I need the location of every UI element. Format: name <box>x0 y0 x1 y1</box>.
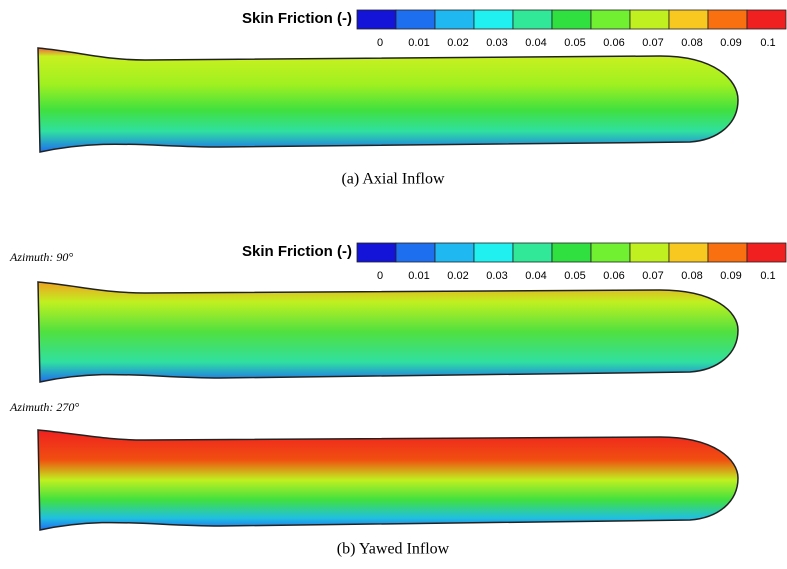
colorbar-tick-label: 0.1 <box>760 270 775 282</box>
view-label: Azimuth: 90° <box>9 250 73 264</box>
colorbar-swatch <box>396 10 435 29</box>
colorbar-swatch <box>513 243 552 262</box>
colorbar-tick-label: 0.07 <box>642 270 663 282</box>
colorbar-swatch <box>630 10 669 29</box>
colorbar-tick-label: 0.02 <box>447 37 468 49</box>
caption: (a) Axial Inflow <box>341 171 445 188</box>
colorbar-tick-label: 0.1 <box>760 37 775 49</box>
colorbar-tick-label: 0 <box>377 37 383 49</box>
colorbar-swatch <box>708 10 747 29</box>
caption: (b) Yawed Inflow <box>337 541 450 558</box>
colorbar-swatch <box>552 243 591 262</box>
colorbar-swatch <box>474 243 513 262</box>
colorbar-tick-label: 0.06 <box>603 37 624 49</box>
colorbar-swatch <box>747 243 786 262</box>
colorbar-title: Skin Friction (-) <box>242 243 352 260</box>
colorbar-tick-label: 0.05 <box>564 37 585 49</box>
blade-contour <box>38 48 738 152</box>
colorbar-swatch <box>435 243 474 262</box>
colorbar-tick-label: 0.07 <box>642 37 663 49</box>
colorbar-tick-label: 0.06 <box>603 270 624 282</box>
colorbar-swatch <box>474 10 513 29</box>
colorbar-tick-label: 0.03 <box>486 37 507 49</box>
colorbar-swatch <box>396 243 435 262</box>
colorbar-swatch <box>552 10 591 29</box>
colorbar-tick-label: 0.01 <box>408 37 429 49</box>
colorbar-tick-label: 0.08 <box>681 37 702 49</box>
colorbar-swatch <box>357 243 396 262</box>
colorbar-swatch <box>669 243 708 262</box>
colorbar-tick-label: 0.09 <box>720 37 741 49</box>
colorbar-title: Skin Friction (-) <box>242 10 352 27</box>
colorbar-tick-label: 0.04 <box>525 270 546 282</box>
colorbar: Skin Friction (-) 0 0.01 0.02 0.03 0.04 0.05 0… <box>242 10 786 49</box>
colorbar-swatch <box>435 10 474 29</box>
colorbar-swatch <box>591 243 630 262</box>
figure: Skin Friction (-) 0 0.01 0.02 0.03 0.04 0.05 0… <box>0 0 787 569</box>
colorbar-tick-label: 0.03 <box>486 270 507 282</box>
colorbar-swatch <box>708 243 747 262</box>
colorbar-tick-label: 0.04 <box>525 37 546 49</box>
colorbar-tick-label: 0.08 <box>681 270 702 282</box>
colorbar-tick-label: 0.09 <box>720 270 741 282</box>
blade-contour <box>38 430 738 530</box>
colorbar-tick-label: 0.05 <box>564 270 585 282</box>
colorbar-swatch <box>357 10 396 29</box>
blade-contour <box>38 282 738 382</box>
view-label: Azimuth: 270° <box>9 400 79 414</box>
colorbar-swatch <box>591 10 630 29</box>
colorbar-tick-label: 0.02 <box>447 270 468 282</box>
colorbar-tick-label: 0 <box>377 270 383 282</box>
colorbar-swatch <box>669 10 708 29</box>
colorbar-swatch <box>513 10 552 29</box>
colorbar-tick-label: 0.01 <box>408 270 429 282</box>
colorbar: Skin Friction (-) 0 0.01 0.02 0.03 0.04 0.05 0… <box>242 243 786 282</box>
colorbar-swatch <box>630 243 669 262</box>
colorbar-swatch <box>747 10 786 29</box>
